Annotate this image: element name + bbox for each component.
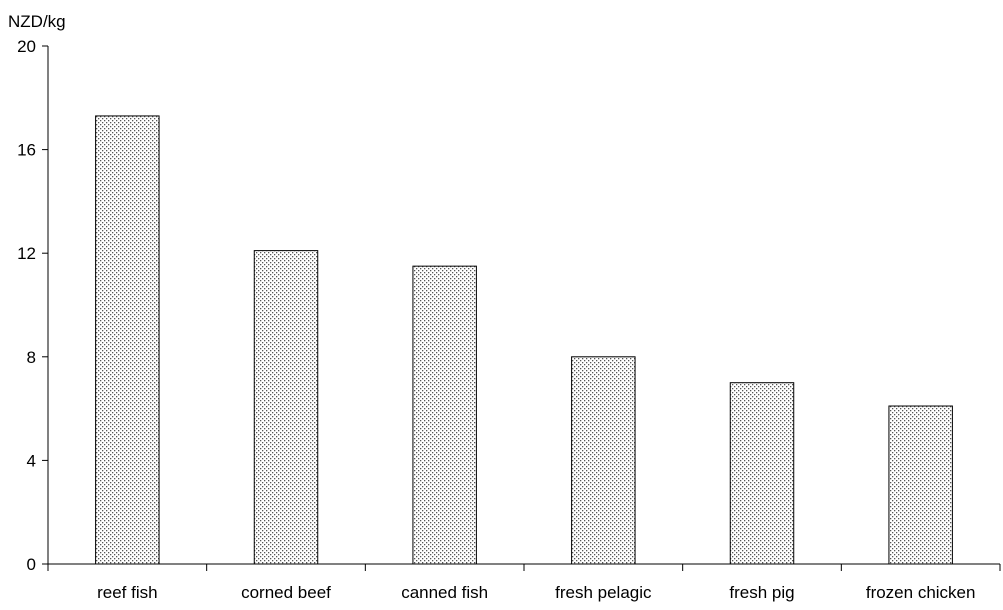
bar-reef-fish — [95, 115, 160, 565]
bar-canned-fish — [412, 265, 477, 565]
x-category-label: fresh pig — [729, 583, 794, 602]
bar-fresh-pelagic — [571, 356, 636, 565]
x-category-label: reef fish — [97, 583, 157, 602]
x-category-label: canned fish — [401, 583, 488, 602]
y-tick-label: 8 — [27, 348, 36, 367]
x-category-label: fresh pelagic — [555, 583, 652, 602]
bar-fresh-pig — [729, 382, 795, 565]
y-tick-label: 4 — [27, 451, 36, 470]
bar-frozen-chicken — [888, 405, 953, 565]
bars-group — [95, 115, 953, 565]
y-axis-ticks: 0 4 8 12 16 20 — [17, 37, 48, 574]
y-tick-label: 20 — [17, 37, 36, 56]
y-tick-label: 12 — [17, 244, 36, 263]
y-axis-unit-label: NZD/kg — [8, 12, 66, 31]
y-tick-label: 16 — [17, 141, 36, 160]
bar-corned-beef — [253, 250, 319, 565]
y-tick-label: 0 — [27, 555, 36, 574]
x-category-label: corned beef — [241, 583, 331, 602]
x-axis-ticks: reef fish corned beef canned fish fresh pel… — [47, 564, 1001, 602]
x-category-label: frozen chicken — [866, 583, 976, 602]
